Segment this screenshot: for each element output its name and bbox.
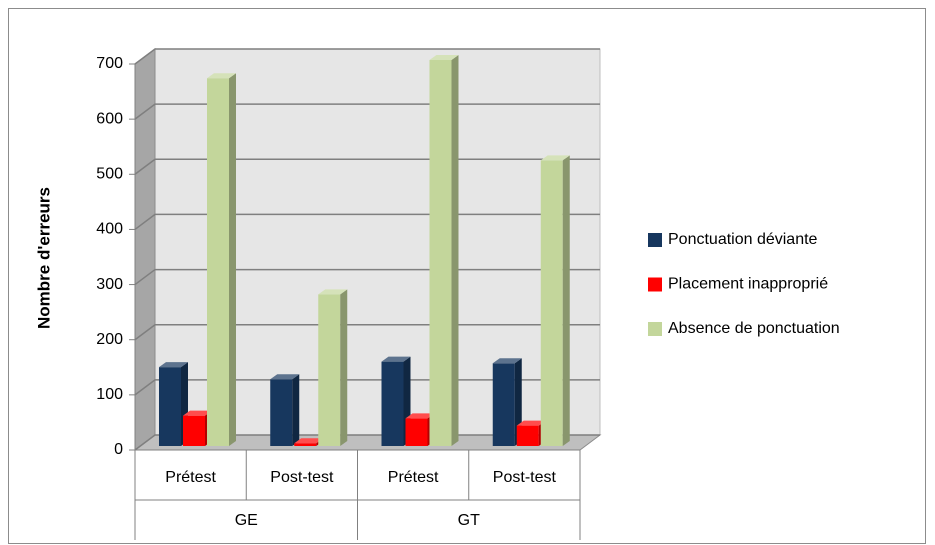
bar-front — [516, 425, 539, 446]
y-tick-label: 0 — [114, 441, 123, 458]
y-axis-title: Nombre d'erreurs — [34, 187, 53, 329]
x-tick-label: Post-test — [270, 469, 334, 486]
bar — [270, 374, 300, 446]
x-tick-label: Post-test — [493, 469, 557, 486]
bar-front — [183, 415, 205, 446]
bar — [516, 420, 546, 446]
bar-top — [516, 420, 546, 426]
bar-top — [429, 55, 459, 60]
legend-label: Placement inapproprié — [668, 276, 828, 293]
bar-top — [183, 410, 212, 416]
bar-front — [159, 367, 181, 446]
bar — [318, 289, 348, 446]
bar-front — [405, 418, 428, 446]
bar-front — [207, 78, 229, 446]
bar — [429, 55, 459, 446]
bar-top — [540, 155, 570, 161]
bar — [540, 155, 570, 447]
bar-front — [270, 379, 293, 446]
legend-label: Ponctuation déviante — [668, 231, 818, 248]
bar-front — [492, 363, 515, 446]
bar-side — [340, 289, 348, 446]
bar-side — [229, 73, 236, 446]
bar-side — [562, 155, 570, 447]
bar-front — [381, 361, 404, 446]
legend-swatch — [648, 277, 662, 292]
side-wall — [134, 48, 156, 451]
bar-top — [492, 358, 522, 364]
legend-swatch — [648, 233, 662, 247]
y-tick-label: 300 — [96, 276, 123, 293]
bar-top — [381, 356, 411, 362]
bar-side — [292, 374, 300, 446]
bar-top — [405, 413, 435, 419]
y-tick-label: 700 — [96, 55, 123, 72]
bar-front — [294, 443, 317, 446]
grid-line — [134, 48, 600, 65]
bar-front — [318, 294, 341, 446]
y-tick-label: 500 — [96, 166, 123, 183]
y-tick-label: 400 — [96, 221, 123, 238]
y-tick-label: 100 — [96, 386, 123, 403]
bar — [207, 73, 236, 446]
bar-top — [159, 362, 188, 368]
x-tick-label: Prétest — [165, 469, 216, 486]
group-label: GT — [458, 512, 480, 529]
legend-swatch — [648, 322, 662, 336]
bar-front — [429, 60, 452, 446]
x-tick-label: Prétest — [388, 469, 439, 486]
bar-top — [294, 438, 324, 444]
bar-top — [270, 374, 300, 380]
bar-side — [451, 55, 459, 446]
legend-label: Absence de ponctuation — [668, 320, 840, 337]
y-tick-label: 600 — [96, 110, 123, 127]
bar — [492, 358, 522, 446]
bar-front — [540, 160, 563, 447]
y-tick-label: 200 — [96, 331, 123, 348]
bar-top — [207, 73, 236, 79]
bar-top — [318, 289, 348, 295]
group-label: GE — [235, 512, 258, 529]
